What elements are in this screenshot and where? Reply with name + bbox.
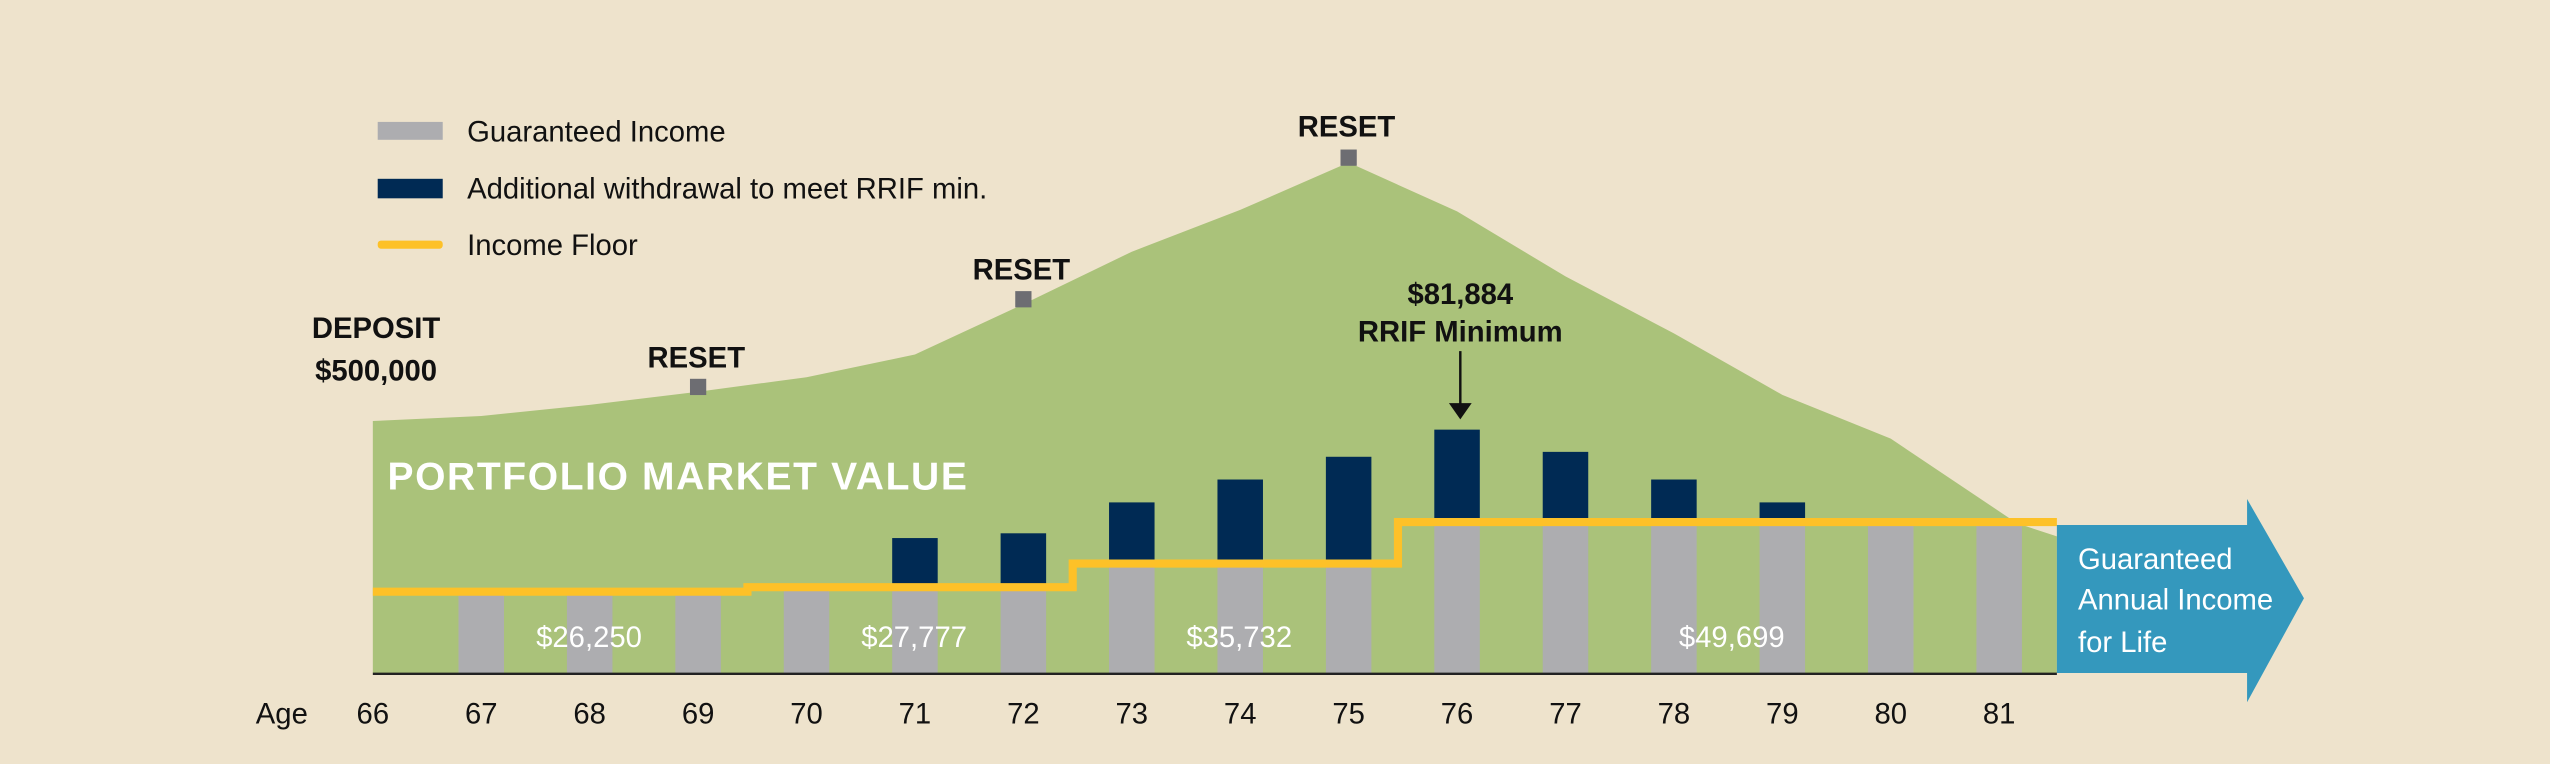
x-tick-label-69: 69 [682,698,715,730]
legend-additional-withdrawal: Additional withdrawal to meet RRIF min. [467,173,987,205]
portfolio-value-area [372,162,2057,673]
deposit-amount: $500,000 [315,355,437,387]
guaranteed-income-bar-73 [1109,566,1155,673]
guaranteed-income-bar-70 [783,590,830,673]
down-arrow-icon [1448,351,1472,420]
reset-marker-72 [1015,291,1032,308]
guaranteed-income-bar-72 [1000,590,1047,673]
x-tick-label-74: 74 [1224,698,1257,730]
additional-withdrawal-bar-76 [1434,429,1480,526]
floor-amount-label: $27,777 [861,622,967,654]
additional-withdrawal-bar-78 [1651,479,1697,526]
x-tick-label-66: 66 [357,698,390,730]
additional-withdrawal-bar-72 [1000,533,1047,591]
legend-income-floor: Income Floor [467,230,638,262]
guaranteed-income-bar-71 [892,590,938,673]
guaranteed-income-bar-69 [675,594,721,673]
reset-label-69: RESET [648,342,746,374]
floor-amount-label: $35,732 [1186,622,1292,654]
additional-withdrawal-bar-74 [1217,479,1263,567]
portfolio-label: PORTFOLIO MARKET VALUE [387,455,968,498]
x-tick-label-71: 71 [899,698,932,730]
income-floor-line [372,517,2057,596]
guaranteed-income-bar-77 [1542,525,1589,673]
guaranteed-income-bar-68 [566,594,613,673]
x-tick-label-73: 73 [1116,698,1149,730]
arrow-text-line3: for Life [2078,627,2167,659]
legend-guaranteed-income: Guaranteed Income [467,116,726,148]
x-tick-label-75: 75 [1332,698,1365,730]
x-tick-label-79: 79 [1766,698,1799,730]
guaranteed-income-bar-76 [1434,525,1480,673]
rrif-label: RRIF Minimum [1358,316,1563,348]
legend-navy-swatch-icon [377,178,443,199]
x-tick-label-70: 70 [790,698,823,730]
x-tick-label-76: 76 [1441,698,1474,730]
guaranteed-income-bar-67 [458,594,505,673]
reset-label-75: RESET [1298,112,1396,144]
guaranteed-income-bar-78 [1651,525,1697,673]
reset-marker-69 [689,378,707,396]
deposit-title: DEPOSIT [312,313,441,345]
additional-withdrawal-bar-75 [1325,456,1372,567]
x-tick-label-68: 68 [573,698,606,730]
additional-withdrawal-bar-77 [1542,451,1589,526]
arrow-text-line2: Annual Income [2078,585,2273,617]
guaranteed-income-bar-81 [1976,525,2022,673]
x-tick-label-77: 77 [1549,698,1582,730]
floor-amount-label: $49,699 [1679,622,1785,654]
x-tick-label-80: 80 [1874,698,1907,730]
additional-withdrawal-bar-73 [1109,502,1155,567]
rrif-amount: $81,884 [1407,279,1513,311]
x-tick-label-67: 67 [465,698,498,730]
x-tick-label-81: 81 [1983,698,2016,730]
legend-gray-swatch-icon [377,121,443,140]
guaranteed-income-bar-74 [1217,566,1263,673]
arrow-text-line1: Guaranteed [2078,544,2233,576]
guaranteed-income-arrow [2056,499,2304,703]
floor-amount-label: $26,250 [536,622,642,654]
reset-label-72: RESET [973,255,1071,287]
legend-yellow-line-icon [377,240,443,249]
guaranteed-income-bar-80 [1867,525,1914,673]
guaranteed-income-bar-75 [1325,566,1372,673]
x-axis-label: Age [256,698,308,730]
reset-marker-75 [1340,149,1357,166]
x-tick-label-78: 78 [1658,698,1691,730]
additional-withdrawal-bar-71 [892,538,938,591]
x-tick-label-72: 72 [1007,698,1040,730]
guaranteed-income-bar-79 [1759,525,1806,673]
